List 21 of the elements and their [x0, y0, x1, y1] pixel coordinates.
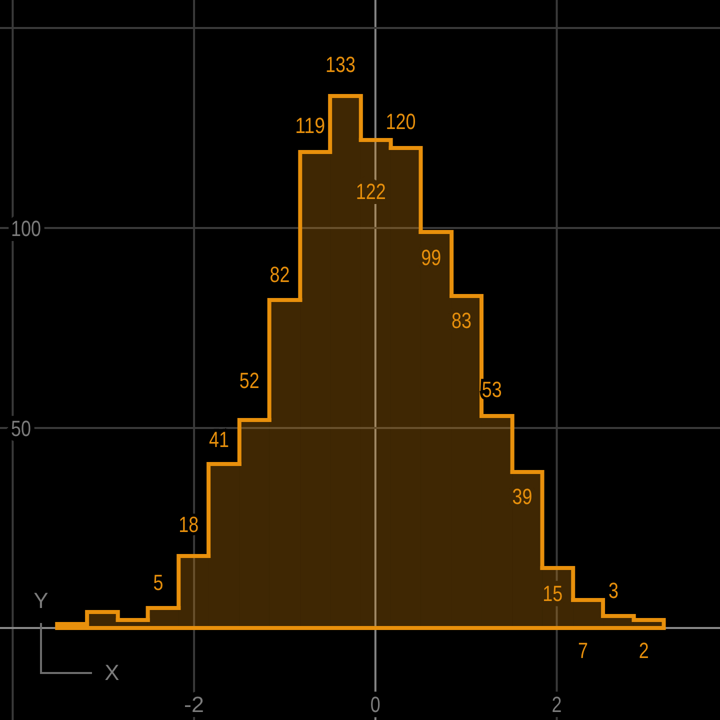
x-axis-title: X	[104, 660, 120, 684]
data-label: 119	[295, 112, 330, 138]
data-label: 120	[386, 108, 423, 134]
y-tick-label: 100	[11, 216, 48, 240]
data-label: 133	[325, 52, 362, 76]
x-tick-label: -2	[184, 692, 204, 716]
y-axis-title: Y	[34, 588, 49, 612]
data-label: 39	[512, 484, 537, 508]
y-tick-label: 50	[11, 416, 36, 440]
data-label: 83	[452, 308, 476, 332]
data-label: 5	[153, 570, 166, 594]
data-label: 2	[638, 638, 652, 662]
data-label: 15	[542, 580, 568, 606]
data-label: 52	[239, 368, 264, 392]
x-tick-label: 2	[552, 692, 564, 716]
data-label: 41	[208, 426, 234, 452]
data-label: 99	[421, 244, 446, 270]
data-label: 7	[578, 638, 590, 662]
data-label: 3	[608, 578, 621, 602]
data-label: 18	[178, 512, 204, 536]
data-label: 82	[270, 262, 294, 286]
